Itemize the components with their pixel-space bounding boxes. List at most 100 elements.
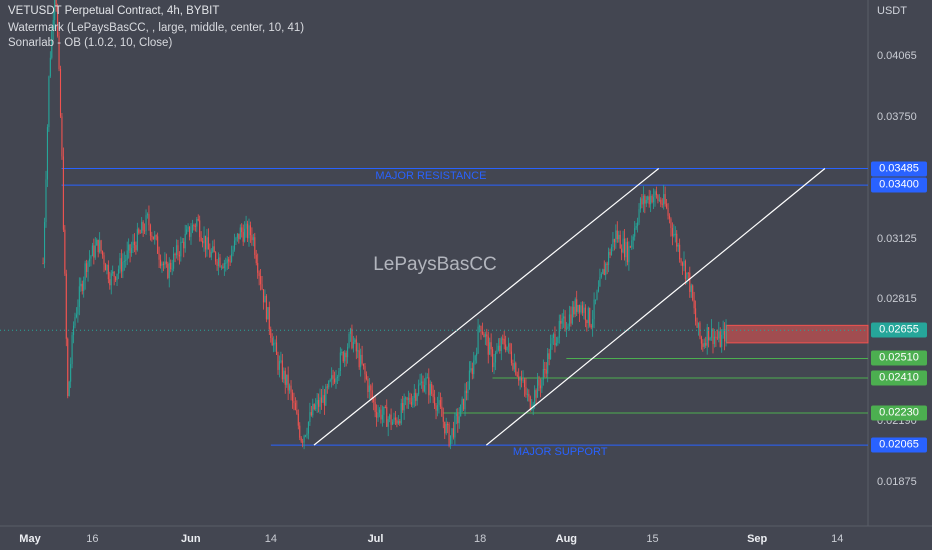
candle-body xyxy=(684,261,686,279)
candle-body xyxy=(573,306,575,315)
candle-body xyxy=(512,362,514,370)
candle-body xyxy=(655,191,657,196)
price-tick: 0.04065 xyxy=(877,49,917,62)
candle-body xyxy=(693,300,695,309)
candle-body xyxy=(619,234,621,249)
candle-body xyxy=(412,397,414,405)
candle-body xyxy=(544,368,546,370)
candle-body xyxy=(245,223,247,229)
candle-body xyxy=(419,383,421,385)
candle-body xyxy=(225,262,227,264)
candle-body xyxy=(460,404,462,417)
candle-body xyxy=(277,354,279,370)
candlesticks xyxy=(42,0,727,450)
candle-body xyxy=(233,240,236,250)
candle-body xyxy=(596,291,598,300)
candle-body xyxy=(510,351,512,363)
candle-body xyxy=(304,435,307,437)
candle-body xyxy=(429,383,431,396)
candle-body xyxy=(474,355,476,361)
candle-body xyxy=(364,366,366,375)
candle-body xyxy=(329,379,331,382)
candle-body xyxy=(470,368,472,371)
candle-body xyxy=(309,412,311,422)
candle-body xyxy=(522,379,524,381)
candle-body xyxy=(248,225,250,239)
candle-body xyxy=(349,328,352,334)
candle-body xyxy=(547,353,549,374)
candle-body xyxy=(193,225,195,227)
candle-body xyxy=(673,233,675,236)
watermark-indicator-legend[interactable]: Watermark (LePaysBasCC, , large, middle,… xyxy=(8,22,305,34)
candle-body xyxy=(478,326,481,328)
candle-body xyxy=(74,317,76,326)
candle-body xyxy=(713,336,715,345)
candle-body xyxy=(602,269,604,274)
candle-body xyxy=(170,262,172,270)
candle-body xyxy=(177,245,179,255)
candle-body xyxy=(722,329,724,335)
candle-body xyxy=(699,322,701,338)
candle-body xyxy=(600,273,602,278)
candle-body xyxy=(313,403,315,410)
candle-body xyxy=(200,237,202,241)
candle-body xyxy=(204,235,207,250)
candle-body xyxy=(581,305,584,313)
candle-body xyxy=(186,229,188,234)
candle-body xyxy=(650,195,652,205)
candle-body xyxy=(101,251,104,256)
price-tick: 0.03125 xyxy=(877,232,917,245)
badge-resistance-lower: 0.03400 xyxy=(871,177,927,193)
badge-support-02510: 0.02510 xyxy=(871,350,927,366)
candle-body xyxy=(84,263,86,281)
candle-body xyxy=(529,396,531,410)
candle-body xyxy=(615,230,617,243)
candle-body xyxy=(126,250,128,260)
candle-body xyxy=(145,215,147,231)
candle-body xyxy=(260,276,262,285)
candle-body xyxy=(162,263,164,266)
candle-body xyxy=(220,266,222,268)
candle-body xyxy=(565,328,568,330)
candle-body xyxy=(254,237,256,255)
candle-body xyxy=(692,285,694,301)
candle-body xyxy=(280,360,282,362)
candle-body xyxy=(492,349,494,368)
candle-body xyxy=(215,252,217,262)
candle-body xyxy=(545,369,547,374)
badge-last-price: 0.02655 xyxy=(871,322,927,338)
candle-body xyxy=(94,245,96,258)
candle-body xyxy=(568,314,570,327)
order-block-zone xyxy=(725,324,869,344)
candle-body xyxy=(65,273,67,339)
candle-body xyxy=(610,247,613,256)
candle-body xyxy=(538,379,540,386)
candle-body xyxy=(709,337,711,341)
candle-body xyxy=(621,248,623,253)
candle-body xyxy=(716,337,718,339)
sonarlab-indicator-legend[interactable]: Sonarlab - OB (1.0.2, 10, Close) xyxy=(8,37,173,49)
candle-body xyxy=(721,334,723,347)
candle-body xyxy=(444,421,446,434)
candle-body xyxy=(91,245,93,257)
candle-body xyxy=(222,266,224,268)
candle-body xyxy=(241,227,243,233)
candle-body xyxy=(202,240,204,244)
candle-body xyxy=(557,337,559,344)
candle-body xyxy=(376,411,378,418)
candle-body xyxy=(187,226,189,230)
candle-body xyxy=(426,377,428,379)
candle-body xyxy=(586,320,588,324)
candle-body xyxy=(387,419,389,427)
candle-body xyxy=(235,237,237,241)
candle-body xyxy=(647,196,649,200)
candle-body xyxy=(490,342,492,350)
candle-body xyxy=(513,363,515,370)
candle-body xyxy=(196,219,198,227)
candle-body xyxy=(689,272,691,292)
candle-body xyxy=(700,337,702,344)
candle-body xyxy=(299,425,301,438)
candle-body xyxy=(207,237,209,250)
